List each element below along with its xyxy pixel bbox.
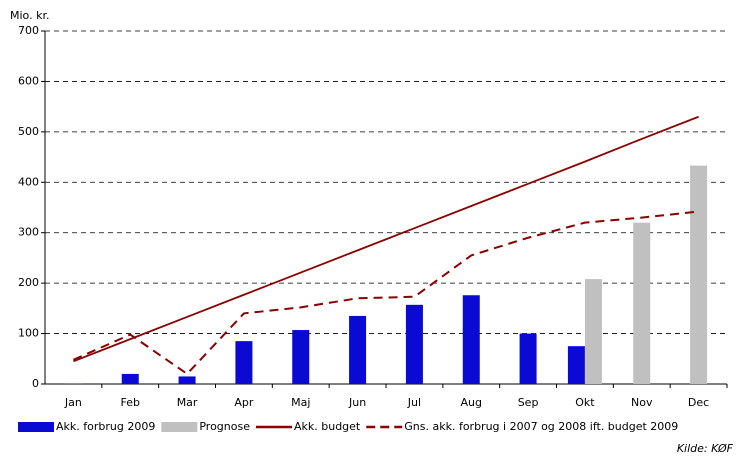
x-tick-label: Jul xyxy=(407,396,421,409)
x-tick-label: Feb xyxy=(121,396,140,409)
x-tick-label: Apr xyxy=(234,396,254,409)
legend-swatch xyxy=(161,422,198,432)
y-tick-label: 500 xyxy=(18,125,39,138)
x-tick-label: Aug xyxy=(461,396,482,409)
bar xyxy=(462,295,480,384)
bar xyxy=(405,304,423,384)
legend-label: Akk. forbrug 2009 xyxy=(56,420,155,433)
line xyxy=(73,115,699,363)
bar xyxy=(567,346,585,384)
legend-label: Akk. budget xyxy=(294,420,361,433)
y-tick-label: 200 xyxy=(18,276,39,289)
bar xyxy=(64,383,82,384)
y-tick-label: 600 xyxy=(18,74,39,87)
source: Kilde: KØF xyxy=(677,442,734,455)
bar xyxy=(584,279,602,384)
bar xyxy=(519,333,537,384)
bar xyxy=(235,341,253,384)
y-tick-label: 700 xyxy=(18,24,39,37)
x-tick-label: Jan xyxy=(64,396,82,409)
x-tick-label: Sep xyxy=(518,396,539,409)
bar xyxy=(121,373,139,384)
legend-label: Gns. akk. forbrug i 2007 og 2008 ift. bu… xyxy=(404,420,678,433)
x-tick-label: Nov xyxy=(631,396,653,409)
legend-swatch xyxy=(18,422,54,432)
bar xyxy=(292,330,310,384)
y-tick-label: 0 xyxy=(32,377,39,390)
x-tick-label: Okt xyxy=(575,396,595,409)
bar xyxy=(690,165,708,384)
x-tick-label: Dec xyxy=(688,396,709,409)
x-tick-label: Jun xyxy=(348,396,366,409)
y-axis-title: Mio. kr. xyxy=(10,9,49,22)
y-tick-label: 100 xyxy=(18,327,39,340)
y-tick-label: 400 xyxy=(18,175,39,188)
line xyxy=(73,210,699,376)
x-tick-label: Maj xyxy=(291,396,310,409)
legend-label: Prognose xyxy=(199,420,250,433)
bar xyxy=(178,376,196,384)
bar xyxy=(633,222,651,384)
bar xyxy=(349,315,367,384)
x-tick-label: Mar xyxy=(177,396,198,409)
y-tick-label: 300 xyxy=(18,226,39,239)
